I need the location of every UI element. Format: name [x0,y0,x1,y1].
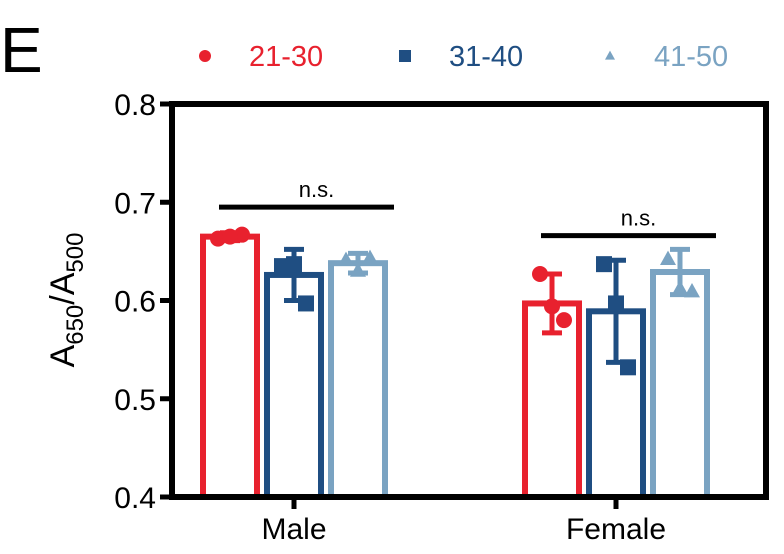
legend-marker [199,50,211,62]
y-tick-label: 0.7 [114,187,156,220]
legend-label: 31-40 [449,41,523,73]
data-point [660,250,676,265]
legend-marker [399,50,411,62]
plot-area: n.s. n.s. [169,101,769,501]
legend: 21-30 31-40 41-50 [199,41,728,73]
data-point [350,262,366,277]
legend-label: 21-30 [249,41,323,73]
significance-label: n.s. [299,177,334,202]
data-point [596,256,612,273]
x-tick-label: Male [261,513,326,546]
data-point [556,312,572,329]
legend-label: 41-50 [654,41,728,73]
y-axis: 0.4 0.5 0.6 0.7 0.8 [114,89,172,515]
y-tick-label: 0.4 [114,482,156,515]
legend-marker [605,50,615,60]
data-point [298,295,314,312]
data-point [338,251,354,266]
data-point [532,265,548,282]
x-axis: Male Female [261,497,666,546]
significance-label: n.s. [621,206,656,231]
panel-label: E [0,14,43,86]
data-point [286,256,302,273]
bar [200,233,260,500]
data-point [222,228,238,245]
y-axis-label-sep: /A [44,272,82,304]
y-tick-label: 0.6 [114,286,156,319]
y-axis-label-sub2: 500 [62,233,89,273]
y-axis-label-base: A [44,344,82,367]
data-point [620,359,636,376]
y-axis-label-sub1: 650 [62,305,89,345]
data-point [234,226,250,243]
data-point [362,249,378,265]
y-tick-label: 0.5 [114,384,156,417]
y-tick-label: 0.8 [114,89,156,122]
data-point [608,295,624,312]
y-axis-label: A650/A500 [44,233,89,368]
data-point [210,230,226,247]
data-point [544,298,560,315]
bar [650,269,710,500]
data-point [684,283,700,298]
bar [328,260,388,501]
x-tick-label: Female [566,513,666,546]
data-point [672,280,688,295]
